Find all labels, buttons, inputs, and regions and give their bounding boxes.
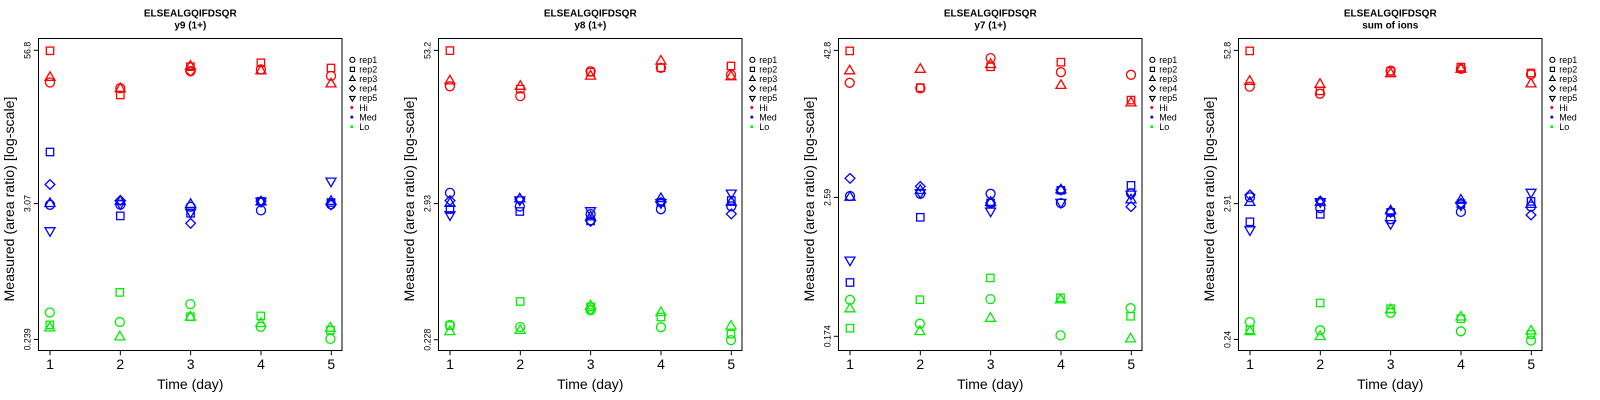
- svg-text:ELSEALGQIFDSQR: ELSEALGQIFDSQR: [544, 8, 638, 19]
- svg-text:rep2: rep2: [359, 65, 377, 75]
- svg-text:Hi: Hi: [359, 103, 368, 113]
- svg-text:Lo: Lo: [359, 122, 369, 132]
- svg-text:rep2: rep2: [1559, 65, 1577, 75]
- svg-text:Hi: Hi: [1559, 103, 1568, 113]
- svg-text:rep3: rep3: [759, 74, 777, 84]
- svg-text:rep1: rep1: [1159, 55, 1177, 65]
- svg-text:2: 2: [516, 356, 524, 372]
- svg-text:rep4: rep4: [1159, 84, 1177, 94]
- svg-text:2: 2: [116, 356, 124, 372]
- svg-text:42.8: 42.8: [823, 42, 833, 59]
- svg-text:Lo: Lo: [759, 122, 769, 132]
- svg-text:56.8: 56.8: [23, 42, 33, 59]
- svg-text:5: 5: [1527, 356, 1535, 372]
- svg-text:Med: Med: [359, 112, 377, 122]
- svg-text:Med: Med: [1159, 112, 1177, 122]
- svg-text:1: 1: [446, 356, 454, 372]
- svg-text:Measured (area ratio) [log-sca: Measured (area ratio) [log-scale]: [802, 96, 818, 301]
- svg-text:y9 (1+): y9 (1+): [174, 21, 206, 32]
- svg-text:0.24: 0.24: [1223, 331, 1233, 348]
- svg-text:ELSEALGQIFDSQR: ELSEALGQIFDSQR: [144, 8, 238, 19]
- svg-text:ELSEALGQIFDSQR: ELSEALGQIFDSQR: [944, 8, 1038, 19]
- svg-text:Med: Med: [1559, 112, 1577, 122]
- svg-text:2: 2: [916, 356, 924, 372]
- svg-text:0.228: 0.228: [423, 329, 433, 351]
- svg-text:rep2: rep2: [759, 65, 777, 75]
- svg-text:3: 3: [187, 356, 195, 372]
- svg-text:4: 4: [257, 356, 265, 372]
- svg-text:3.07: 3.07: [23, 195, 33, 212]
- svg-text:rep1: rep1: [1559, 55, 1577, 65]
- svg-text:Time (day): Time (day): [157, 376, 223, 392]
- svg-text:0.174: 0.174: [823, 325, 833, 347]
- svg-text:4: 4: [1057, 356, 1065, 372]
- svg-text:5: 5: [727, 356, 735, 372]
- svg-text:rep4: rep4: [759, 84, 777, 94]
- svg-text:52.8: 52.8: [1223, 42, 1233, 59]
- svg-text:1: 1: [46, 356, 54, 372]
- svg-text:rep5: rep5: [359, 93, 377, 103]
- svg-text:y8 (1+): y8 (1+): [574, 21, 606, 32]
- svg-text:53.2: 53.2: [423, 42, 433, 59]
- svg-text:Med: Med: [759, 112, 777, 122]
- svg-text:Time (day): Time (day): [1357, 376, 1423, 392]
- svg-text:rep4: rep4: [1559, 84, 1577, 94]
- svg-text:Hi: Hi: [1159, 103, 1168, 113]
- svg-text:2.59: 2.59: [823, 189, 833, 206]
- svg-text:Time (day): Time (day): [957, 376, 1023, 392]
- svg-text:Hi: Hi: [759, 103, 768, 113]
- svg-text:2.91: 2.91: [1223, 195, 1233, 212]
- svg-text:rep5: rep5: [759, 93, 777, 103]
- svg-text:y7 (1+): y7 (1+): [974, 21, 1006, 32]
- svg-text:Measured (area ratio) [log-sca: Measured (area ratio) [log-scale]: [2, 96, 18, 301]
- svg-text:1: 1: [1246, 356, 1254, 372]
- svg-text:rep1: rep1: [759, 55, 777, 65]
- svg-text:sum of ions: sum of ions: [1362, 21, 1419, 32]
- svg-text:4: 4: [1457, 356, 1465, 372]
- svg-text:2.93: 2.93: [423, 195, 433, 212]
- svg-text:rep2: rep2: [1159, 65, 1177, 75]
- svg-text:0.239: 0.239: [23, 328, 33, 350]
- svg-text:2: 2: [1316, 356, 1324, 372]
- svg-text:1: 1: [846, 356, 854, 372]
- svg-text:Lo: Lo: [1559, 122, 1569, 132]
- svg-text:rep5: rep5: [1559, 93, 1577, 103]
- svg-text:Time (day): Time (day): [557, 376, 623, 392]
- svg-text:3: 3: [987, 356, 995, 372]
- svg-text:rep4: rep4: [359, 84, 377, 94]
- svg-text:5: 5: [327, 356, 335, 372]
- svg-text:3: 3: [587, 356, 595, 372]
- svg-text:rep3: rep3: [359, 74, 377, 84]
- svg-text:5: 5: [1127, 356, 1135, 372]
- svg-text:rep3: rep3: [1159, 74, 1177, 84]
- svg-text:Lo: Lo: [1159, 122, 1169, 132]
- svg-text:Measured (area ratio) [log-sca: Measured (area ratio) [log-scale]: [402, 96, 418, 301]
- svg-text:4: 4: [657, 356, 665, 372]
- svg-text:3: 3: [1387, 356, 1395, 372]
- svg-text:ELSEALGQIFDSQR: ELSEALGQIFDSQR: [1344, 8, 1438, 19]
- svg-text:rep1: rep1: [359, 55, 377, 65]
- svg-text:rep5: rep5: [1159, 93, 1177, 103]
- svg-text:Measured (area ratio) [log-sca: Measured (area ratio) [log-scale]: [1202, 96, 1218, 301]
- svg-text:rep3: rep3: [1559, 74, 1577, 84]
